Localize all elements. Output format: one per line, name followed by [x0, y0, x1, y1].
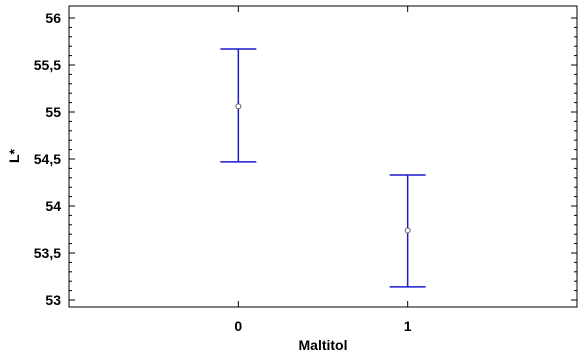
y-tick-label: 55 — [45, 104, 61, 120]
y-axis-title: L* — [6, 148, 22, 163]
y-tick-label: 54,5 — [34, 151, 61, 167]
y-tick-label: 55,5 — [34, 57, 61, 73]
y-tick-label: 54 — [45, 198, 61, 214]
y-tick-label: 53 — [45, 292, 61, 308]
mean-point — [235, 103, 242, 110]
x-tick-label: 0 — [234, 318, 242, 334]
x-tick-label: 1 — [404, 318, 412, 334]
mean-point — [404, 227, 411, 234]
x-axis-title: Maltitol — [299, 337, 348, 353]
plot-area-frame — [68, 5, 578, 308]
y-tick-label: 53,5 — [34, 245, 61, 261]
y-tick-label: 56 — [45, 10, 61, 26]
